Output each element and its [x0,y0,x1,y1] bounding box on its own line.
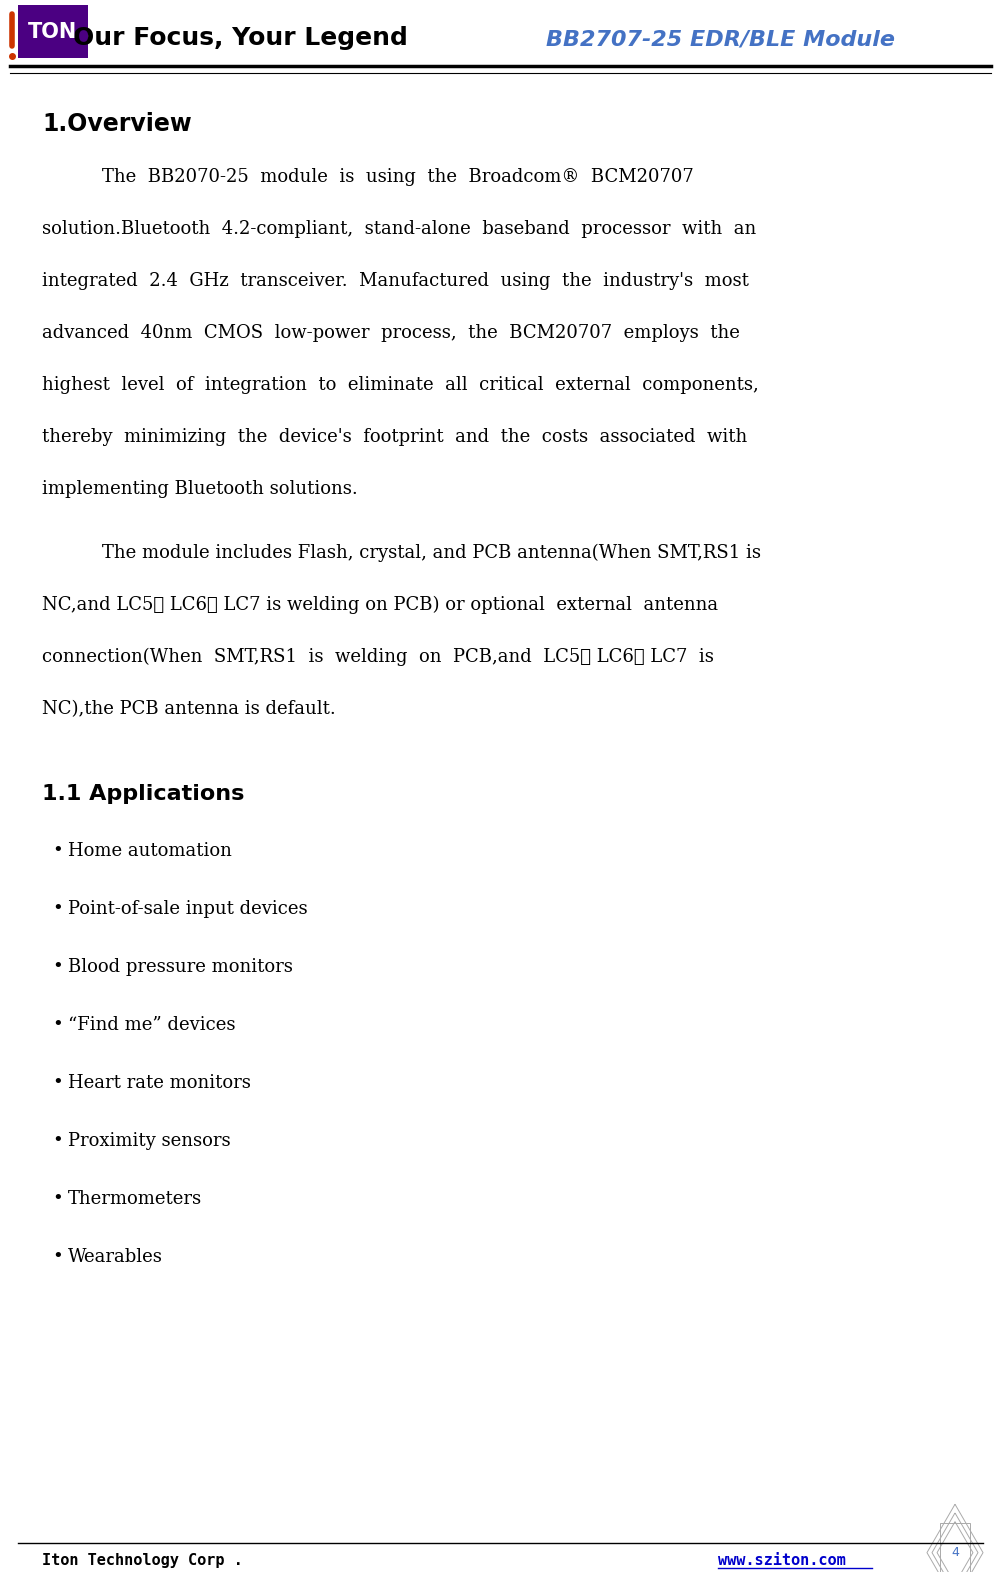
Text: •: • [52,1132,63,1149]
Text: •: • [52,1248,63,1265]
Text: Wearables: Wearables [68,1248,163,1265]
Text: The  BB2070-25  module  is  using  the  Broadcom®  BCM20707: The BB2070-25 module is using the Broadc… [102,168,694,185]
Text: connection(When  SMT,RS1  is  welding  on  PCB,and  LC5、 LC6、 LC7  is: connection(When SMT,RS1 is welding on PC… [42,648,714,667]
Text: BB2707-25 EDR/BLE Module: BB2707-25 EDR/BLE Module [546,30,895,50]
Text: •: • [52,841,63,860]
Text: Iton Technology Corp .: Iton Technology Corp . [42,1553,243,1567]
Text: www.sziton.com: www.sziton.com [718,1553,846,1567]
Text: thereby  minimizing  the  device's  footprint  and  the  costs  associated  with: thereby minimizing the device's footprin… [42,428,748,446]
Text: Thermometers: Thermometers [68,1190,202,1207]
Text: 4: 4 [951,1547,959,1559]
Bar [940,1523,970,1572]
Text: Our Focus, Your Legend: Our Focus, Your Legend [72,27,407,50]
Text: •: • [52,899,63,918]
Text: implementing Bluetooth solutions.: implementing Bluetooth solutions. [42,479,357,498]
FancyBboxPatch shape [18,5,88,58]
Text: NC),the PCB antenna is default.: NC),the PCB antenna is default. [42,700,335,718]
Text: advanced  40nm  CMOS  low-power  process,  the  BCM20707  employs  the: advanced 40nm CMOS low-power process, th… [42,324,740,343]
Text: NC,and LC5、 LC6、 LC7 is welding on PCB) or optional  external  antenna: NC,and LC5、 LC6、 LC7 is welding on PCB) … [42,596,718,615]
Text: integrated  2.4  GHz  transceiver.  Manufactured  using  the  industry's  most: integrated 2.4 GHz transceiver. Manufact… [42,272,749,289]
Text: Heart rate monitors: Heart rate monitors [68,1074,251,1091]
Text: 1.1 Applications: 1.1 Applications [42,784,244,803]
Text: 1.Overview: 1.Overview [42,112,192,135]
Text: Point-of-sale input devices: Point-of-sale input devices [68,899,307,918]
Text: •: • [52,1016,63,1034]
Text: highest  level  of  integration  to  eliminate  all  critical  external  compone: highest level of integration to eliminat… [42,376,759,395]
Text: Home automation: Home automation [68,841,232,860]
Text: “Find me” devices: “Find me” devices [68,1016,235,1034]
Text: solution.Bluetooth  4.2-compliant,  stand-alone  baseband  processor  with  an: solution.Bluetooth 4.2-compliant, stand-… [42,220,756,237]
Text: •: • [52,957,63,976]
Text: Proximity sensors: Proximity sensors [68,1132,230,1149]
Text: TON: TON [28,22,78,42]
Text: •: • [52,1074,63,1091]
Text: The module includes Flash, crystal, and PCB antenna(When SMT,RS1 is: The module includes Flash, crystal, and … [102,544,761,563]
Text: Blood pressure monitors: Blood pressure monitors [68,957,293,976]
Text: •: • [52,1190,63,1207]
